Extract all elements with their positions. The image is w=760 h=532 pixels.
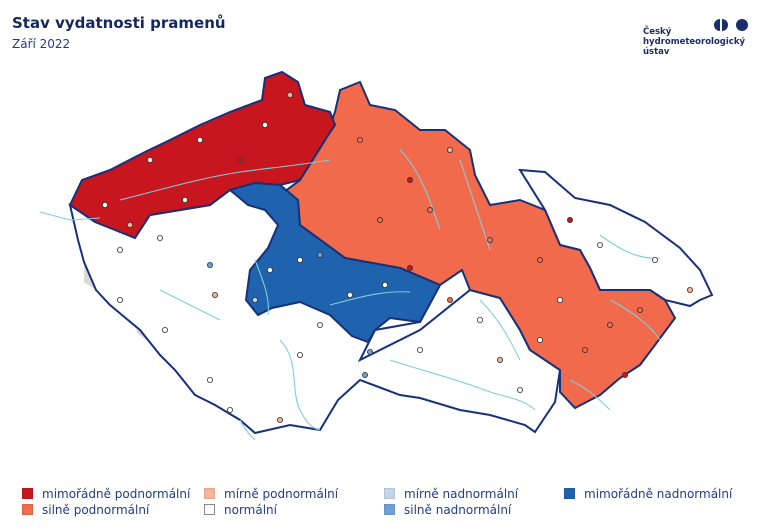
logo-line-3: ústav [643, 47, 670, 57]
legend-label: mírně nadnormální [404, 487, 519, 501]
legend-item-normal: normální [204, 502, 277, 518]
legend-label: mimořádně podnormální [42, 487, 191, 501]
logo-text: Český hydrometeorologický ústav [643, 27, 745, 57]
region-extremely-below-normal [68, 70, 337, 240]
station [286, 92, 293, 99]
station [127, 221, 134, 228]
legend-item-slightly-above: mírně nadnormální [384, 486, 518, 502]
station [622, 371, 629, 378]
legend-swatch [384, 504, 395, 515]
page-title: Stav vydatnosti pramenů [12, 14, 226, 32]
station [316, 321, 323, 328]
station [117, 246, 124, 253]
station [146, 156, 153, 163]
station [181, 196, 188, 203]
station [161, 326, 168, 333]
logo-line-1: Český [643, 27, 672, 37]
station [296, 351, 303, 358]
logo-icon [714, 19, 748, 31]
station [582, 346, 589, 353]
legend-label: mírně podnormální [224, 487, 339, 501]
station [196, 136, 203, 143]
legend-swatch [204, 504, 215, 515]
station [102, 201, 109, 208]
station [226, 406, 233, 413]
legend-item-strongly-above: silně nadnormální [384, 502, 511, 518]
legend-label: silně podnormální [42, 503, 150, 517]
station [356, 136, 363, 143]
legend-swatch [204, 488, 215, 499]
station [517, 386, 524, 393]
station [446, 146, 453, 153]
station [537, 336, 544, 343]
station [537, 256, 544, 263]
logo-line-2: hydrometeorologický [643, 37, 746, 47]
station [211, 291, 218, 298]
station [486, 236, 493, 243]
station [637, 306, 644, 313]
stations [102, 92, 694, 423]
station [236, 156, 243, 163]
station [156, 234, 163, 241]
station [476, 316, 483, 323]
station [266, 266, 273, 273]
station [567, 216, 574, 223]
station [346, 291, 353, 298]
station [361, 371, 368, 378]
station [557, 296, 564, 303]
legend-swatch [564, 488, 575, 499]
rivers [39, 149, 661, 441]
station [316, 251, 323, 258]
legend-swatch [22, 504, 33, 515]
czech-spring-map [39, 70, 714, 441]
station [687, 286, 694, 293]
station [426, 206, 433, 213]
station [406, 176, 413, 183]
station [406, 264, 413, 271]
station [261, 122, 268, 129]
station [276, 416, 283, 423]
station [251, 296, 258, 303]
region-extremely-above-normal [227, 181, 442, 344]
legend-label: silně nadnormální [404, 503, 512, 517]
legend-label: mimořádně nadnormální [584, 487, 733, 501]
station [296, 256, 303, 263]
station [381, 281, 388, 288]
station [597, 241, 604, 248]
station [206, 261, 213, 268]
station [496, 356, 503, 363]
station [117, 296, 124, 303]
legend-label: normální [224, 503, 277, 517]
legend-item-strongly-below: silně podnormální [22, 502, 149, 518]
legend-swatch [384, 488, 395, 499]
station [416, 346, 423, 353]
legend-swatch [22, 488, 33, 499]
station [607, 321, 614, 328]
station [446, 296, 453, 303]
legend-item-slightly-below: mírně podnormální [204, 486, 338, 502]
station [206, 376, 213, 383]
station [652, 256, 659, 263]
station [376, 216, 383, 223]
map-legend: mimořádně podnormální silně podnormální … [0, 486, 760, 526]
station [366, 348, 373, 355]
page-subtitle: Září 2022 [12, 37, 71, 51]
legend-item-extremely-below: mimořádně podnormální [22, 486, 190, 502]
legend-item-extremely-above: mimořádně nadnormální [564, 486, 732, 502]
